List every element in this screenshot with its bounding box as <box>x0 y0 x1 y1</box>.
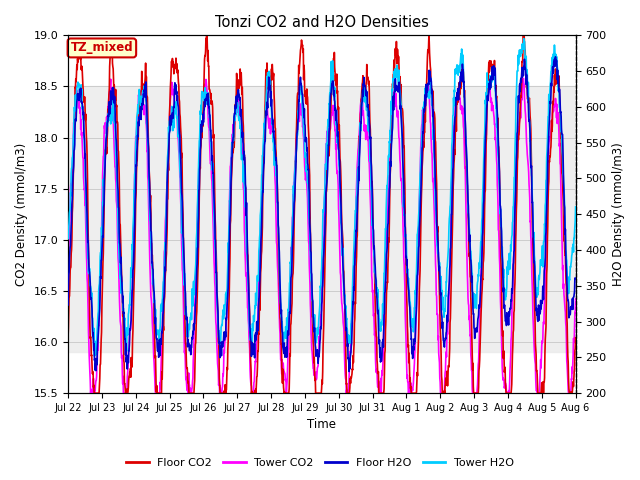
Tower CO2 <box>486 73 493 79</box>
Floor CO2 <box>177 136 185 142</box>
Tower CO2 <box>165 139 173 145</box>
Floor CO2 <box>572 335 579 341</box>
Floor CO2 <box>512 240 520 246</box>
Floor CO2 <box>234 88 242 94</box>
Bar <box>68 86 575 352</box>
Tower H2O <box>177 206 185 212</box>
Floor H2O <box>64 302 72 308</box>
Line: Floor H2O: Floor H2O <box>68 57 575 372</box>
Tower CO2 <box>87 390 95 396</box>
Tower CO2 <box>234 96 242 102</box>
Line: Tower H2O: Tower H2O <box>68 38 575 356</box>
Tower H2O <box>234 102 242 108</box>
Tower CO2 <box>177 225 185 230</box>
Floor H2O <box>164 151 172 157</box>
Line: Floor CO2: Floor CO2 <box>68 25 575 393</box>
X-axis label: Time: Time <box>307 419 336 432</box>
Line: Tower CO2: Tower CO2 <box>68 76 575 393</box>
Y-axis label: CO2 Density (mmol/m3): CO2 Density (mmol/m3) <box>15 143 28 286</box>
Floor H2O <box>512 187 520 193</box>
Floor H2O <box>346 369 353 374</box>
Floor CO2 <box>165 141 173 147</box>
Floor CO2 <box>401 169 408 175</box>
Y-axis label: H2O Density (mmol/m3): H2O Density (mmol/m3) <box>612 143 625 286</box>
Floor H2O <box>177 161 185 167</box>
Floor H2O <box>552 54 559 60</box>
Title: Tonzi CO2 and H2O Densities: Tonzi CO2 and H2O Densities <box>215 15 429 30</box>
Legend: Floor CO2, Tower CO2, Floor H2O, Tower H2O: Floor CO2, Tower CO2, Floor H2O, Tower H… <box>122 453 518 472</box>
Floor H2O <box>467 257 475 263</box>
Tower H2O <box>91 353 99 359</box>
Tower CO2 <box>64 269 72 275</box>
Floor CO2 <box>467 296 475 301</box>
Tower CO2 <box>572 296 579 302</box>
Floor CO2 <box>64 335 72 341</box>
Tower CO2 <box>401 273 408 279</box>
Tower H2O <box>572 204 579 210</box>
Tower H2O <box>467 249 475 254</box>
Tower H2O <box>165 130 173 136</box>
Tower H2O <box>64 235 72 240</box>
Text: TZ_mixed: TZ_mixed <box>70 41 133 54</box>
Tower H2O <box>512 126 520 132</box>
Tower H2O <box>401 212 408 217</box>
Tower CO2 <box>512 168 520 174</box>
Floor CO2 <box>520 22 527 28</box>
Floor H2O <box>572 276 579 282</box>
Tower CO2 <box>467 352 475 358</box>
Floor H2O <box>234 94 241 100</box>
Floor CO2 <box>90 390 98 396</box>
Floor H2O <box>401 208 408 214</box>
Tower H2O <box>520 36 527 41</box>
